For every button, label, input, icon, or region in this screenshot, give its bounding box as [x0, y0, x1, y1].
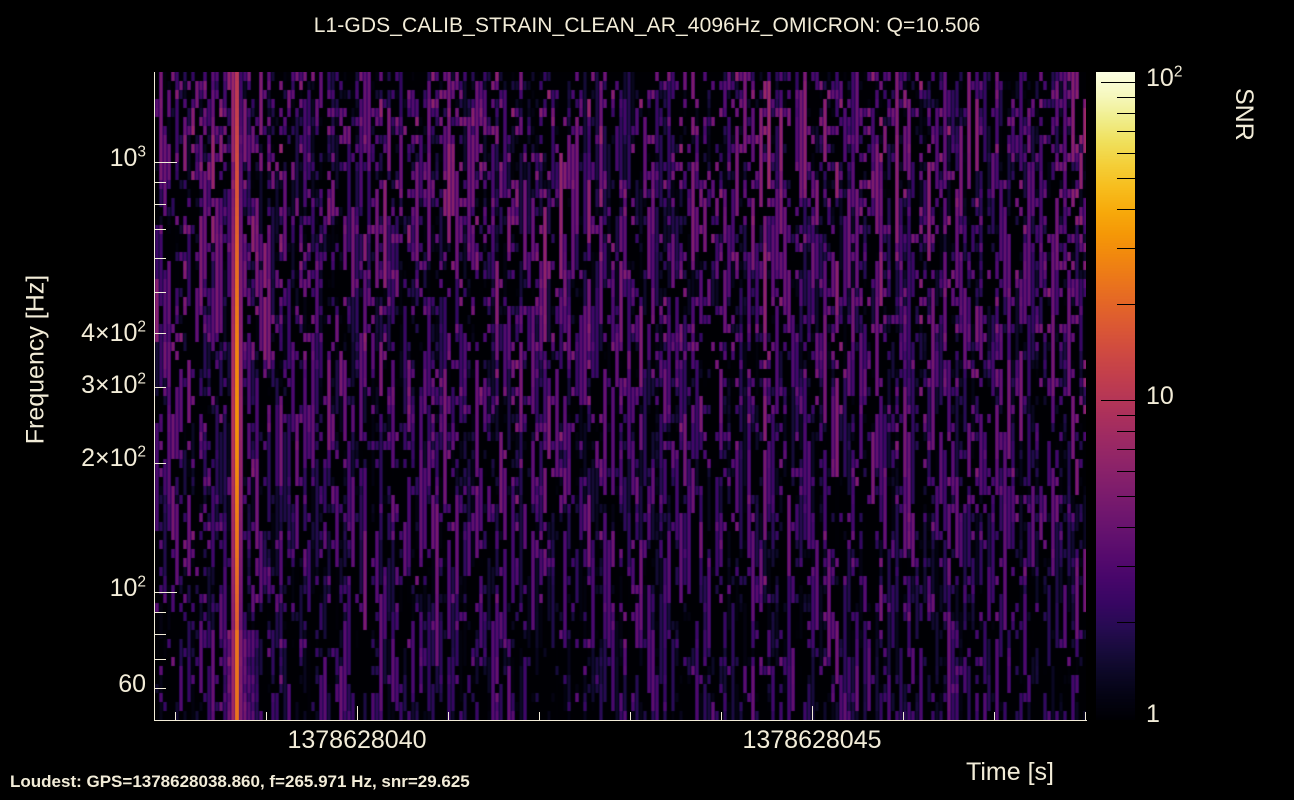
- y-axis-tick-label: 102: [6, 573, 146, 602]
- y-axis-minor-tick: [155, 182, 166, 183]
- colorbar-minor-tick: [1117, 566, 1135, 567]
- y-tick-exponent: 2: [137, 318, 146, 336]
- colorbar-tick-label: 102: [1146, 63, 1183, 92]
- colorbar-minor-tick: [1117, 178, 1135, 179]
- x-axis-tick-label: 1378628040: [287, 726, 427, 754]
- y-tick-exponent: 3: [137, 143, 146, 161]
- y-axis-minor-tick: [155, 659, 166, 660]
- colorbar-major-tick: [1101, 82, 1135, 83]
- spectrogram-image[interactable]: [155, 72, 1086, 720]
- colorbar-minor-tick: [1117, 209, 1135, 210]
- y-axis-tick-label: 103: [6, 143, 146, 172]
- y-tick-mantissa: 4×10: [81, 319, 138, 347]
- x-axis-line: [154, 720, 1087, 721]
- y-tick-mantissa: 10: [109, 144, 138, 172]
- y-axis-tick-label: 60: [6, 672, 146, 697]
- colorbar-tick-mantissa: 10: [1146, 382, 1174, 410]
- x-axis-tick-label: 1378628045: [742, 726, 882, 754]
- y-axis-title: Frequency [Hz]: [21, 274, 50, 445]
- colorbar-title: SNR: [1230, 88, 1258, 141]
- y-axis-minor-tick: [155, 229, 166, 230]
- colorbar-tick-mantissa: 1: [1146, 700, 1160, 728]
- colorbar-tick-label: 10: [1146, 384, 1174, 409]
- y-axis-line: [154, 72, 155, 721]
- y-axis-minor-tick: [155, 258, 166, 259]
- colorbar-tick-mantissa: 10: [1146, 64, 1174, 92]
- page-title: L1-GDS_CALIB_STRAIN_CLEAN_AR_4096Hz_OMIC…: [313, 14, 981, 37]
- y-axis-minor-tick: [155, 292, 166, 293]
- colorbar-minor-tick: [1117, 248, 1135, 249]
- x-axis-minor-tick: [1085, 712, 1086, 720]
- y-tick-mantissa: 60: [118, 670, 146, 698]
- colorbar-tick-label: 1: [1146, 702, 1160, 727]
- x-axis-major-tick: [357, 706, 358, 720]
- y-axis-tick-label: 3×102: [6, 370, 146, 399]
- colorbar-minor-tick: [1117, 113, 1135, 114]
- y-axis-minor-tick: [155, 612, 166, 613]
- colorbar-minor-tick: [1117, 471, 1135, 472]
- y-axis-minor-tick: [155, 634, 166, 635]
- x-axis-minor-tick: [448, 712, 449, 720]
- loudest-event-status: Loudest: GPS=1378628038.860, f=265.971 H…: [10, 772, 470, 791]
- y-axis-tick-label: 2×102: [6, 443, 146, 472]
- x-axis-major-tick: [812, 706, 813, 720]
- x-axis-minor-tick: [994, 712, 995, 720]
- x-axis-minor-tick: [539, 712, 540, 720]
- colorbar[interactable]: [1096, 72, 1135, 720]
- colorbar-minor-tick: [1117, 97, 1135, 98]
- y-axis-minor-tick: [155, 463, 166, 464]
- y-axis-major-tick: [155, 592, 177, 593]
- spectrogram-plot-area[interactable]: [155, 72, 1086, 720]
- colorbar-minor-tick: [1117, 431, 1135, 432]
- x-axis-title: Time [s]: [966, 758, 1054, 786]
- colorbar-minor-tick: [1117, 131, 1135, 132]
- colorbar-minor-tick: [1117, 304, 1135, 305]
- y-axis-minor-tick: [155, 204, 166, 205]
- y-tick-exponent: 2: [137, 573, 146, 591]
- y-tick-mantissa: 2×10: [81, 444, 138, 472]
- y-tick-exponent: 2: [137, 370, 146, 388]
- colorbar-minor-tick: [1117, 415, 1135, 416]
- x-axis-minor-tick: [266, 712, 267, 720]
- colorbar-gradient[interactable]: [1096, 72, 1135, 720]
- y-axis-major-tick: [155, 162, 177, 163]
- colorbar-minor-tick: [1117, 622, 1135, 623]
- colorbar-tick-exponent: 2: [1173, 63, 1183, 81]
- y-axis-minor-tick: [155, 387, 166, 388]
- y-tick-mantissa: 3×10: [81, 371, 138, 399]
- colorbar-minor-tick: [1117, 449, 1135, 450]
- colorbar-minor-tick: [1117, 153, 1135, 154]
- colorbar-minor-tick: [1117, 496, 1135, 497]
- x-axis-minor-tick: [175, 712, 176, 720]
- colorbar-major-tick: [1101, 400, 1135, 401]
- y-axis-minor-tick: [155, 688, 166, 689]
- x-axis-minor-tick: [721, 712, 722, 720]
- y-tick-exponent: 2: [137, 443, 146, 461]
- colorbar-minor-tick: [1117, 527, 1135, 528]
- y-tick-mantissa: 10: [109, 574, 138, 602]
- x-axis-minor-tick: [903, 712, 904, 720]
- y-axis-tick-label: 4×102: [6, 318, 146, 347]
- x-axis-minor-tick: [630, 712, 631, 720]
- y-axis-minor-tick: [155, 333, 166, 334]
